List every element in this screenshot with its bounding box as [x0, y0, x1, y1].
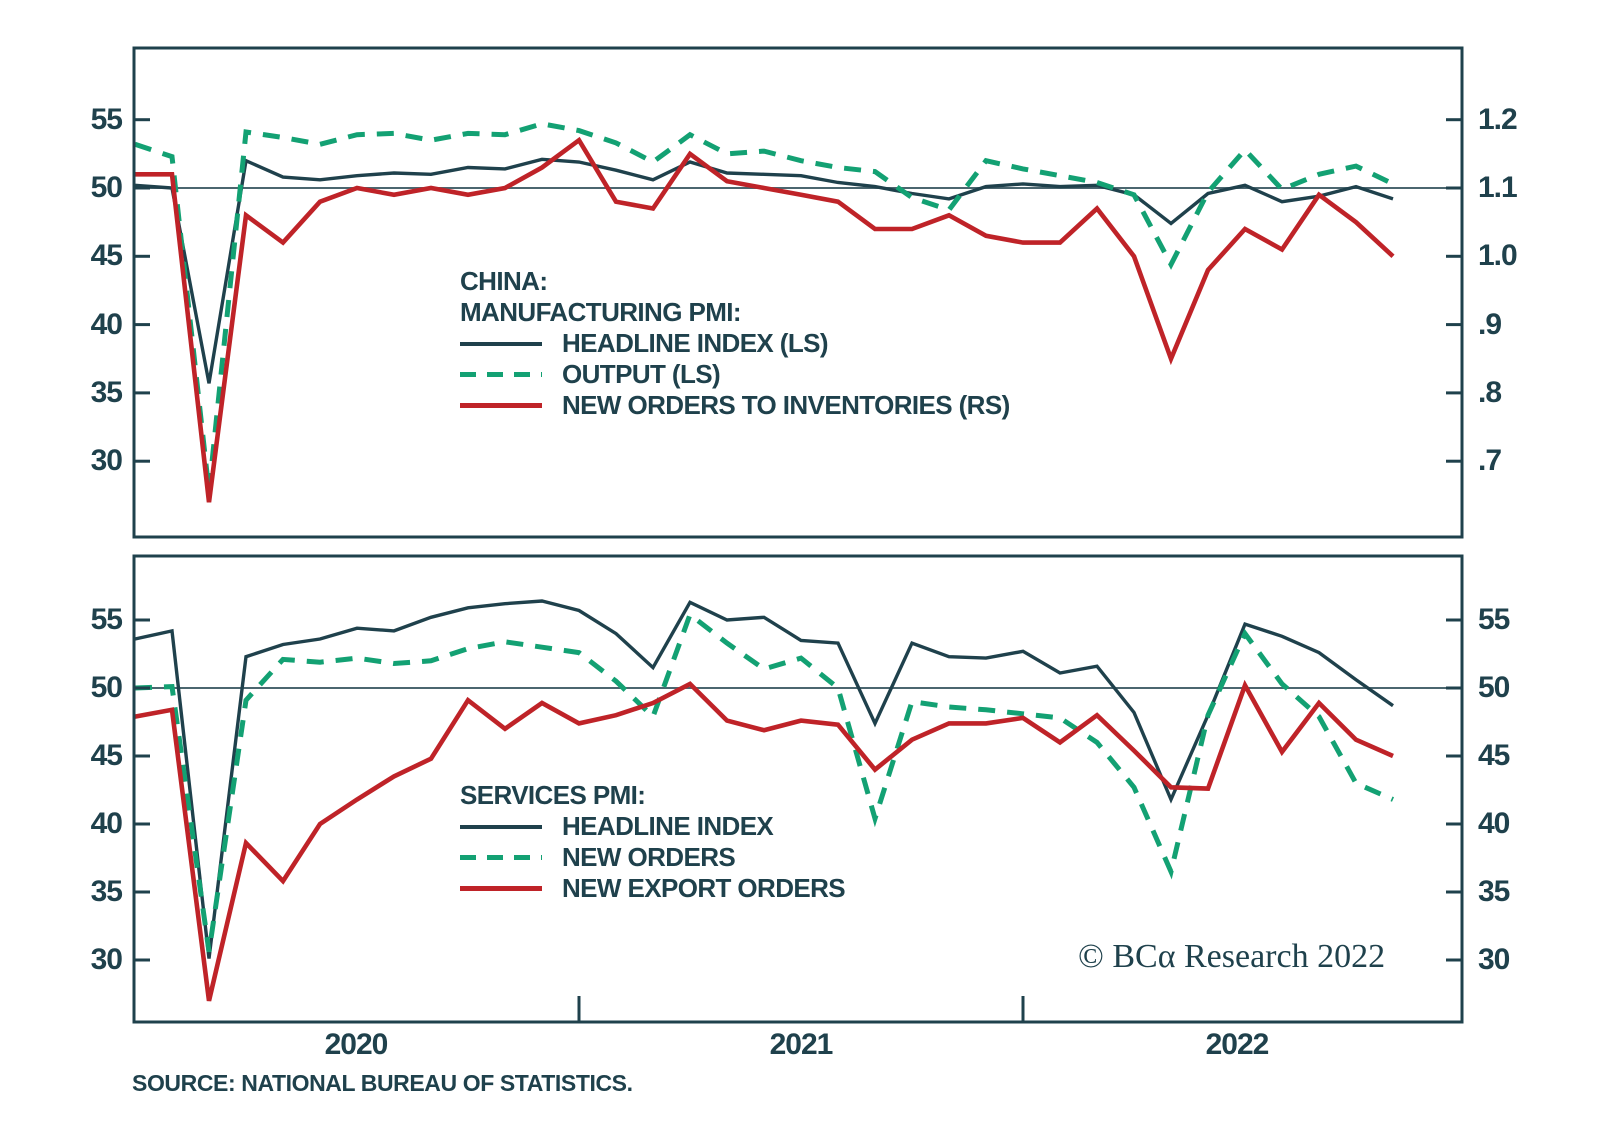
legend-label-new-orders-to-inventories: NEW ORDERS TO INVENTORIES (RS): [562, 390, 1010, 420]
services-left-tick-label: 45: [90, 739, 123, 772]
bca-research-watermark: © BCα Research 2022: [1078, 938, 1386, 975]
manufacturing-right-tick-label: 1.2: [1478, 102, 1518, 136]
legend-label-services-new-export-orders: NEW EXPORT ORDERS: [562, 873, 846, 903]
legend-label-services-new-orders: NEW ORDERS: [562, 842, 736, 872]
services-right-tick-label: 55: [1478, 603, 1510, 636]
source-note: SOURCE: NATIONAL BUREAU OF STATISTICS.: [132, 1070, 633, 1096]
manufacturing-new-orders-to-inventories-line: [135, 136, 1395, 503]
manufacturing-left-tick-label: 55: [90, 102, 123, 136]
legend-row-output: OUTPUT (LS): [460, 359, 1010, 390]
manufacturing-right-tick-label: .9: [1478, 307, 1502, 341]
manufacturing-right-tick-label: .8: [1478, 375, 1502, 409]
dashed-green-line-swatch-icon: [460, 372, 542, 377]
legend-label-services-headline-index: HEADLINE INDEX: [562, 811, 774, 841]
services-left-tick-label: 55: [90, 603, 123, 636]
services-headline-index-line: [134, 599, 1394, 959]
x-axis-year-2021: 2021: [769, 1028, 834, 1061]
legend-row-services-new-export-orders: NEW EXPORT ORDERS: [460, 873, 846, 904]
services-left-tick-label: 40: [90, 807, 123, 840]
services-panel-frame: [132, 554, 1464, 1024]
services-left-tick-label: 50: [90, 671, 123, 704]
manufacturing-left-tick-label: 40: [90, 307, 123, 341]
legend-label-headline-index: HEADLINE INDEX (LS): [562, 328, 829, 358]
services-right-tick-label: 35: [1478, 875, 1510, 908]
legend-label-output: OUTPUT (LS): [562, 359, 721, 389]
services-new-orders-line: [134, 610, 1395, 953]
services-right-tick-label: 45: [1478, 739, 1510, 772]
manufacturing-legend-title: MANUFACTURING PMI:: [460, 297, 742, 327]
x-axis-year-2020: 2020: [324, 1028, 389, 1061]
solid-red-line-swatch-icon: [460, 886, 542, 891]
x-axis-year-2022: 2022: [1205, 1028, 1270, 1061]
solid-dark-line-swatch-icon: [460, 341, 542, 346]
dashed-green-line-swatch-icon: [460, 855, 542, 860]
legend-row-headline-index: HEADLINE INDEX (LS): [460, 328, 1010, 359]
manufacturing-right-tick-label: 1.0: [1478, 239, 1518, 273]
services-right-tick-label: 30: [1478, 943, 1510, 976]
manufacturing-left-tick-label: 35: [90, 375, 123, 409]
manufacturing-left-tick-label: 45: [90, 239, 123, 273]
manufacturing-legend-title-country: CHINA:: [460, 266, 548, 296]
legend-row-services-headline-index: HEADLINE INDEX: [460, 811, 845, 842]
services-left-tick-label: 30: [90, 943, 123, 976]
manufacturing-left-tick-label: 50: [90, 171, 123, 204]
legend-row-new-orders-to-inventories: NEW ORDERS TO INVENTORIES (RS): [460, 390, 1010, 421]
manufacturing-right-tick-label: 1.1: [1478, 171, 1518, 204]
services-right-tick-label: 50: [1478, 671, 1510, 704]
services-new-export-orders-line: [134, 679, 1394, 1002]
manufacturing-panel-frame: [132, 46, 1464, 539]
legend-row-services-new-orders: NEW ORDERS: [460, 842, 845, 873]
solid-red-line-swatch-icon: [460, 403, 542, 408]
manufacturing-right-tick-label: .7: [1478, 444, 1502, 478]
services-legend: SERVICES PMI: HEADLINE INDEX NEW ORDERS …: [460, 780, 846, 904]
services-left-tick-label: 35: [90, 875, 123, 908]
solid-dark-line-swatch-icon: [460, 824, 542, 829]
manufacturing-output-line: [134, 121, 1395, 492]
services-legend-title: SERVICES PMI:: [460, 780, 646, 810]
manufacturing-headline-index-line: [134, 157, 1394, 384]
services-right-tick-label: 40: [1478, 807, 1510, 840]
manufacturing-left-tick-label: 30: [90, 444, 123, 478]
manufacturing-legend: CHINA: MANUFACTURING PMI: HEADLINE INDEX…: [460, 266, 1010, 421]
